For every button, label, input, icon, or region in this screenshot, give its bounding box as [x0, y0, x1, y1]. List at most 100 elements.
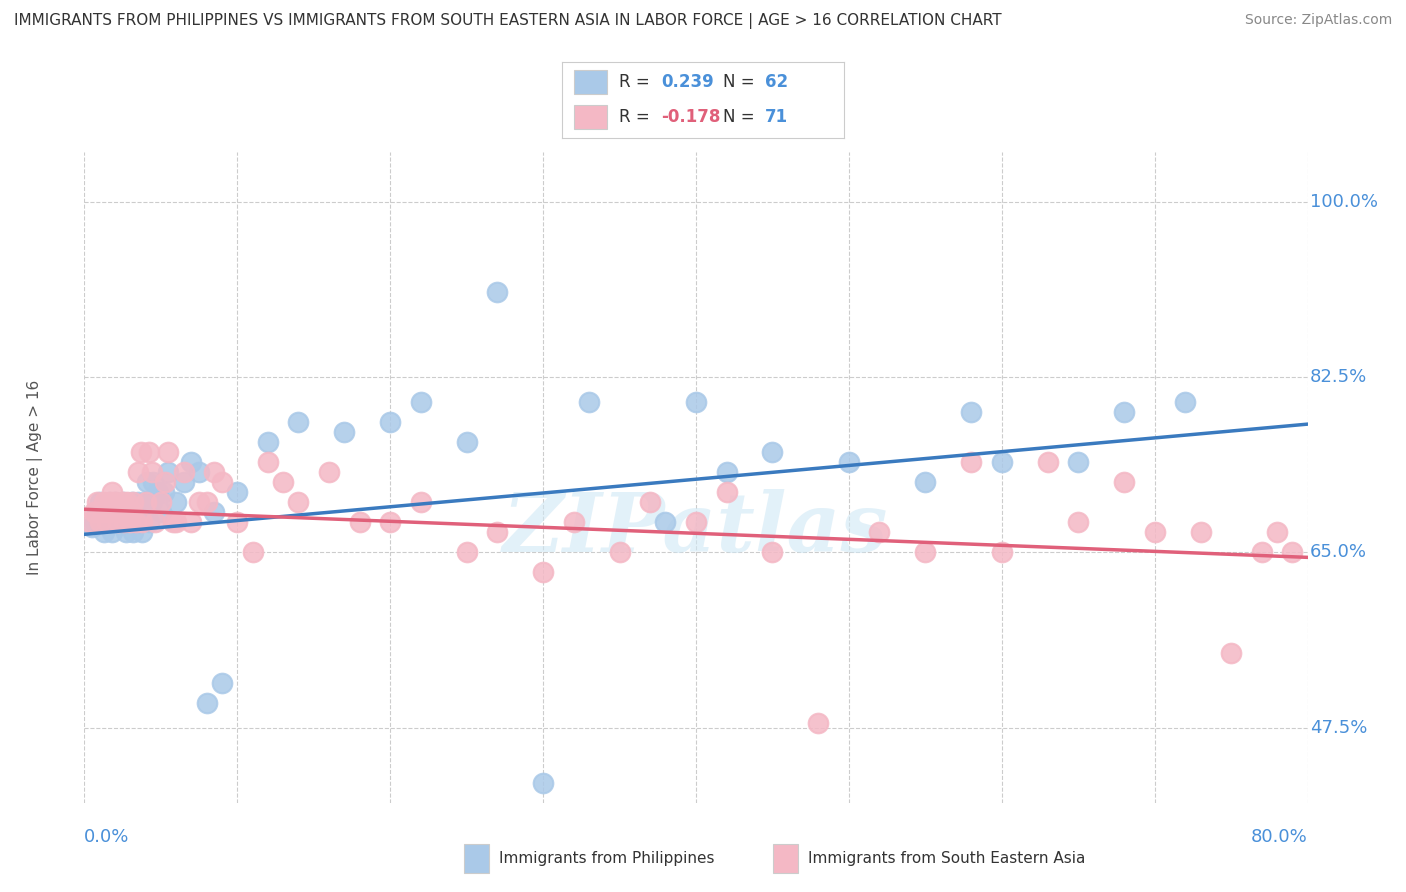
Point — [124, 505, 146, 519]
Point — [685, 516, 707, 530]
Point — [226, 485, 249, 500]
Point — [1265, 525, 1288, 540]
Point — [115, 505, 138, 519]
Point — [257, 435, 280, 450]
Bar — [574, 105, 607, 129]
Point — [155, 475, 177, 490]
Point — [333, 425, 356, 439]
Point — [562, 516, 585, 530]
Point — [202, 465, 225, 479]
Point — [380, 516, 402, 530]
Point — [165, 516, 187, 530]
Point — [103, 505, 125, 519]
Point — [838, 455, 860, 469]
Point — [960, 455, 983, 469]
Point — [127, 465, 149, 479]
Point — [486, 525, 509, 540]
Point — [991, 545, 1014, 559]
Point — [128, 516, 150, 530]
Point — [486, 285, 509, 299]
Point — [153, 485, 176, 500]
Point — [97, 495, 120, 509]
Text: 82.5%: 82.5% — [1310, 368, 1367, 386]
Point — [125, 516, 148, 530]
Text: R =: R = — [619, 73, 655, 91]
Point — [165, 495, 187, 509]
Point — [131, 525, 153, 540]
Point — [188, 465, 211, 479]
Point — [141, 465, 163, 479]
Point — [135, 495, 157, 509]
Point — [531, 776, 554, 790]
Point — [173, 475, 195, 490]
Point — [79, 516, 101, 530]
Point — [380, 415, 402, 429]
Point — [127, 495, 149, 509]
Point — [121, 505, 143, 519]
Text: N =: N = — [723, 108, 759, 126]
Point — [1174, 395, 1197, 409]
Point — [129, 445, 152, 459]
Point — [162, 516, 184, 530]
Point — [287, 495, 309, 509]
Point — [654, 516, 676, 530]
Bar — [574, 70, 607, 95]
Point — [716, 465, 738, 479]
Point — [287, 415, 309, 429]
Text: Source: ZipAtlas.com: Source: ZipAtlas.com — [1244, 13, 1392, 28]
Point — [98, 495, 121, 509]
Point — [120, 516, 142, 530]
Point — [271, 475, 294, 490]
Text: Immigrants from Philippines: Immigrants from Philippines — [499, 851, 714, 866]
Text: ZIPatlas: ZIPatlas — [503, 490, 889, 569]
Point — [141, 495, 163, 509]
Point — [149, 495, 172, 509]
Point — [115, 495, 138, 509]
Point — [1067, 455, 1090, 469]
Point — [138, 516, 160, 530]
Text: 47.5%: 47.5% — [1310, 719, 1368, 737]
Point — [89, 516, 111, 530]
Point — [101, 485, 124, 500]
Point — [83, 505, 105, 519]
Point — [142, 475, 165, 490]
Bar — [464, 844, 489, 873]
Text: R =: R = — [619, 108, 655, 126]
Text: IMMIGRANTS FROM PHILIPPINES VS IMMIGRANTS FROM SOUTH EASTERN ASIA IN LABOR FORCE: IMMIGRANTS FROM PHILIPPINES VS IMMIGRANT… — [14, 13, 1001, 29]
Point — [609, 545, 631, 559]
Bar — [773, 844, 799, 873]
Point — [685, 395, 707, 409]
Point — [1220, 646, 1243, 660]
Point — [1114, 405, 1136, 419]
Point — [91, 516, 114, 530]
Point — [807, 715, 830, 730]
Point — [97, 505, 120, 519]
Point — [96, 505, 118, 519]
Text: 0.239: 0.239 — [661, 73, 714, 91]
Point — [114, 505, 136, 519]
Text: 65.0%: 65.0% — [1310, 543, 1367, 561]
Point — [136, 475, 159, 490]
Point — [96, 516, 118, 530]
Point — [257, 455, 280, 469]
Point — [146, 485, 169, 500]
Point — [173, 465, 195, 479]
Point — [531, 566, 554, 580]
Point — [157, 465, 180, 479]
Point — [960, 405, 983, 419]
Point — [104, 495, 127, 509]
Point — [1114, 475, 1136, 490]
Point — [107, 516, 129, 530]
Point — [211, 475, 233, 490]
Point — [349, 516, 371, 530]
Point — [98, 516, 121, 530]
Point — [180, 455, 202, 469]
Point — [131, 516, 153, 530]
Point — [107, 516, 129, 530]
Text: 62: 62 — [765, 73, 787, 91]
Point — [143, 516, 166, 530]
Text: Immigrants from South Eastern Asia: Immigrants from South Eastern Asia — [808, 851, 1085, 866]
Point — [122, 525, 145, 540]
Point — [111, 495, 134, 509]
Point — [914, 475, 936, 490]
